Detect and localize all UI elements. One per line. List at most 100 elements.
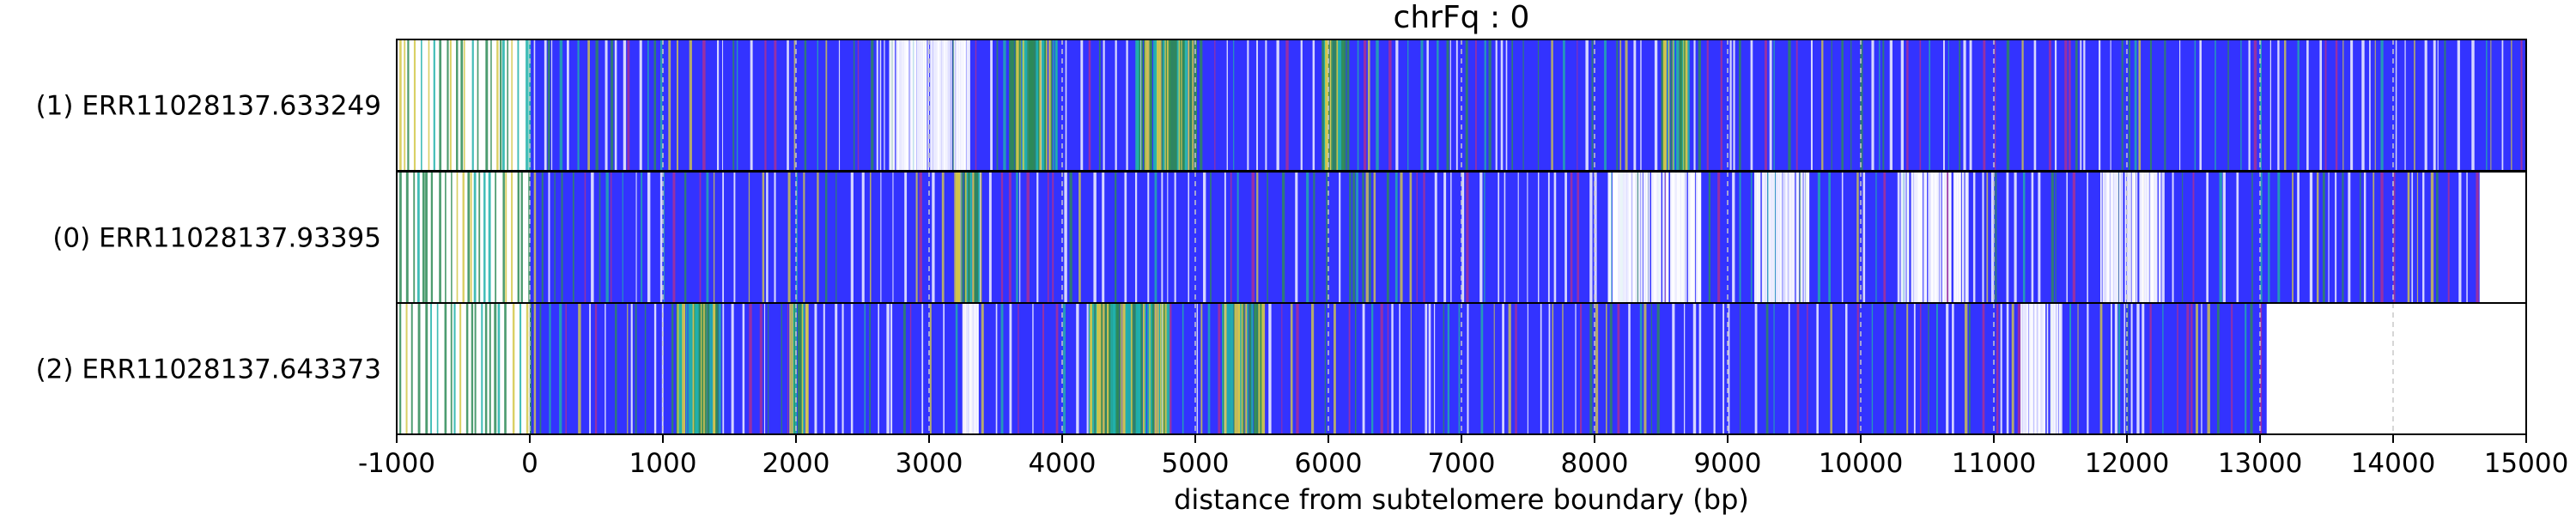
gap-stripe [2025,303,2029,434]
variant-stripe [1031,39,1035,171]
variant-stripe [861,172,865,303]
variant-stripe [1019,172,1021,303]
variant-stripe [688,303,692,434]
variant-stripe [2182,172,2184,303]
variant-stripe [2059,303,2063,434]
gap-stripe [948,39,951,171]
variant-stripe [890,303,893,434]
variant-stripe [1591,39,1594,171]
variant-stripe [957,172,961,303]
variant-stripe [795,172,798,303]
variant-stripe [774,39,777,171]
variant-stripe [1352,172,1356,303]
variant-stripe [1564,172,1567,303]
variant-stripe [683,172,687,303]
variant-stripe [2161,172,2165,303]
gap-stripe [1918,172,1921,303]
variant-stripe [439,39,442,171]
gap-stripe [896,39,899,171]
variant-stripe [1367,39,1370,171]
variant-stripe [1163,39,1166,171]
variant-stripe [2206,172,2209,303]
variant-stripe [2458,172,2462,303]
variant-stripe [1218,303,1221,434]
variant-stripe [692,303,696,434]
variant-stripe [2316,172,2319,303]
variant-stripe [478,172,481,303]
variant-stripe [1324,303,1327,434]
variant-stripe [1856,303,1859,434]
gap-stripe [2056,303,2059,434]
variant-stripe [676,39,678,171]
gap-stripe [1904,172,1906,303]
variant-stripe [1443,172,1447,303]
variant-stripe [611,39,614,171]
variant-stripe [732,39,735,171]
variant-stripe [2393,172,2396,303]
variant-stripe [1732,172,1735,303]
variant-stripe [425,303,428,434]
variant-stripe [1740,303,1741,434]
variant-stripe [2240,39,2242,171]
gap-stripe [2145,172,2149,303]
variant-stripe [1207,303,1211,434]
variant-stripe [474,303,477,434]
variant-stripe [1203,172,1206,303]
variant-stripe [1321,39,1325,171]
variant-stripe [1344,39,1346,171]
variant-stripe [2444,39,2446,171]
variant-stripe [1122,303,1125,434]
variant-stripe [2080,39,2082,171]
repeat-block [530,39,2526,171]
gap-stripe [1935,172,1938,303]
gap-stripe [1674,172,1680,303]
variant-stripe [1048,39,1053,171]
variant-stripe [1032,303,1034,434]
variant-stripe [2099,39,2101,171]
variant-stripe [505,172,507,303]
variant-stripe [793,303,796,434]
variant-stripe [1065,39,1067,171]
variant-stripe [1548,303,1551,434]
variant-stripe [1224,303,1227,434]
variant-stripe [1124,303,1126,434]
variant-stripe [1875,172,1877,303]
variant-stripe [1025,39,1028,171]
variant-stripe [647,172,651,303]
variant-stripe [483,172,486,303]
variant-stripe [1717,172,1721,303]
variant-stripe [850,303,854,434]
variant-stripe [941,172,945,303]
gap-stripe [1949,172,1952,303]
gap-stripe [907,39,909,171]
variant-stripe [1817,172,1820,303]
variant-stripe [2111,303,2112,434]
gap-stripe [1803,172,1806,303]
variant-stripe [2284,39,2287,171]
variant-stripe [762,172,765,303]
variant-stripe [2437,39,2439,171]
gap-stripe [1772,172,1776,303]
variant-stripe [1540,303,1542,434]
gap-stripe [2100,172,2102,303]
variant-stripe [405,303,408,434]
variant-stripe [712,303,714,434]
variant-stripe [1769,39,1772,171]
variant-stripe [1093,172,1097,303]
variant-stripe [707,303,710,434]
variant-stripe [1394,172,1398,303]
x-axis: -1000 0 1000 2000 3000 4000 5000 6000 7000 8000 90… [358,434,2568,479]
gap-stripe [966,303,969,434]
variant-stripe [1810,39,1814,171]
variant-stripe [1365,172,1369,303]
variant-stripe [2172,172,2174,303]
variant-stripe [1428,303,1431,434]
variant-stripe [1141,39,1143,171]
variant-stripe [733,172,736,303]
variant-stripe [1133,303,1138,434]
variant-stripe [1475,39,1477,171]
variant-stripe [1029,39,1032,171]
variant-stripe [661,303,664,434]
gap-stripe [1757,172,1760,303]
variant-stripe [759,303,762,434]
